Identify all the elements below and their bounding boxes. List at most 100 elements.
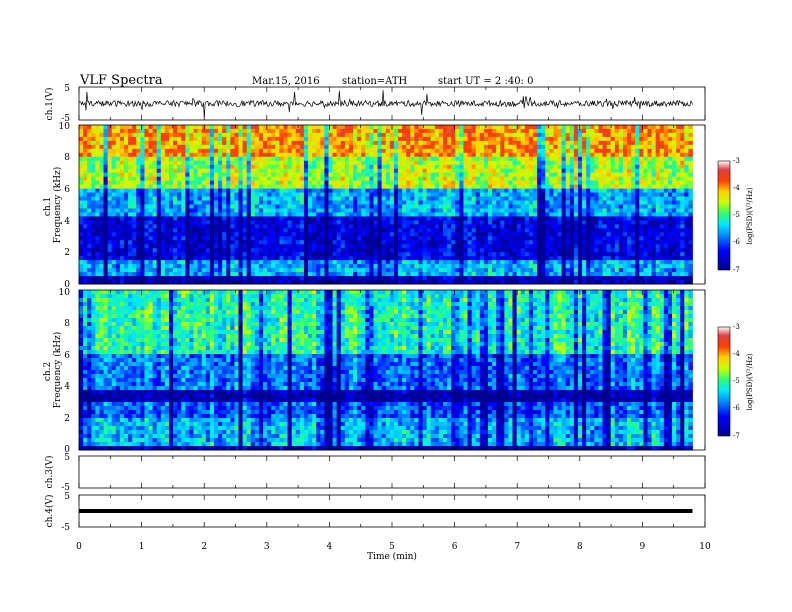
ch1-spectrogram-cell xyxy=(91,125,96,130)
ch1-spectrogram-cell xyxy=(430,228,436,233)
ch1-spectrogram-cell xyxy=(242,244,248,249)
ch1-spectrogram-cell xyxy=(205,192,211,197)
ch1-spectrogram-cell xyxy=(459,196,464,201)
ch1-spectrogram-cell xyxy=(475,228,481,233)
ch1-spectrogram-cell xyxy=(549,140,554,146)
ch1-spectrogram-cell xyxy=(479,172,485,178)
ch1-spectrogram-cell xyxy=(622,208,628,213)
ch1-spectrogram-cell xyxy=(353,128,358,134)
ch1-spectrogram-cell xyxy=(173,128,178,134)
ch1-spectrogram-cell xyxy=(492,180,497,186)
ch1-spectrogram-cell xyxy=(516,184,522,190)
ch1-spectrogram-cell xyxy=(463,125,468,130)
ch1-spectrogram-cell xyxy=(406,208,411,213)
ch1-spectrogram-cell xyxy=(205,128,211,134)
ch1-spectrogram-cell xyxy=(389,164,395,170)
ch1-spectrogram-cell xyxy=(639,160,644,166)
ch1-spectrogram-cell xyxy=(471,180,477,186)
ch1-spectrogram-cell xyxy=(365,240,370,245)
ch1-spectrogram-cell xyxy=(332,168,338,174)
ch1-spectrogram-cell xyxy=(250,160,256,166)
ch1-spectrogram-cell xyxy=(103,212,109,217)
ch1-spectrogram-cell xyxy=(226,216,231,221)
ch1-spectrogram-cell xyxy=(283,156,288,162)
ch1-spectrogram-cell xyxy=(140,216,145,221)
ch1-spectrogram-cell xyxy=(438,204,444,209)
ch1-spectrogram-cell xyxy=(99,232,104,237)
ch1-spectrogram-cell xyxy=(545,204,550,209)
ch1-spectrogram-cell xyxy=(369,160,374,166)
ch1-spectrogram-cell xyxy=(565,152,571,158)
ch1-spectrogram-cell xyxy=(602,212,607,217)
ch1-spectrogram-cell xyxy=(422,244,428,249)
ch1-spectrogram-cell xyxy=(614,224,620,229)
ch1-spectrogram-cell xyxy=(79,216,84,221)
ch1-spectrogram-cell xyxy=(496,184,501,190)
ch1-spectrogram-cell xyxy=(156,132,162,138)
ch1-spectrogram-cell xyxy=(132,172,137,178)
ch1-spectrogram-cell xyxy=(492,132,497,138)
ch1-spectrogram-cell xyxy=(144,248,149,253)
ch1-spectrogram-cell xyxy=(622,212,628,217)
ch1-spectrogram-cell xyxy=(557,252,562,257)
ch1-spectrogram-cell xyxy=(271,184,276,190)
ch1-spectrogram-cell xyxy=(496,152,501,158)
ch1-spectrogram-cell xyxy=(230,208,235,213)
ch1-spectrogram-cell xyxy=(389,168,395,174)
ch1-spectrogram-cell xyxy=(373,220,378,225)
ch1-spectrogram-cell xyxy=(123,132,129,138)
ch1-spectrogram-cell xyxy=(627,156,632,162)
ch1-spectrogram-cell xyxy=(173,240,178,245)
ch1-spectrogram-cell xyxy=(389,208,395,213)
ch1-spectrogram-cell xyxy=(197,144,203,150)
ch1-spectrogram-cell xyxy=(557,128,562,134)
ch1-spectrogram-cell xyxy=(291,228,297,233)
ch1-spectrogram-cell xyxy=(381,252,387,257)
ch1-spectrogram-cell xyxy=(459,172,464,178)
ch1-spectrogram-cell xyxy=(205,236,211,241)
ch1-spectrogram-cell xyxy=(132,220,137,225)
ch1-spectrogram-cell xyxy=(181,208,186,213)
ch1-spectrogram-cell xyxy=(622,136,628,142)
ch1-spectrogram-cell xyxy=(168,172,174,178)
ch1-spectrogram-cell xyxy=(545,220,550,225)
ch1-spectrogram-cell xyxy=(152,152,158,158)
ch1-spectrogram-cell xyxy=(479,232,485,237)
ch1-spectrogram-cell xyxy=(275,144,280,150)
ch1-spectrogram-cell xyxy=(295,196,301,201)
ch1-spectrogram-cell xyxy=(487,220,493,225)
ch1-spectrogram-cell xyxy=(598,172,603,178)
ch1-spectrogram-cell xyxy=(639,156,644,162)
ch1-spectrogram-cell xyxy=(524,152,530,158)
ch1-spectrogram-cell xyxy=(557,180,562,186)
ch1-spectrogram-cell xyxy=(557,152,562,158)
ch1-spectrogram-cell xyxy=(410,128,415,134)
ch1-spectrogram-cell xyxy=(357,192,362,197)
ch1-spectrogram-cell xyxy=(136,164,141,170)
ch1-spectrogram-cell xyxy=(336,220,342,225)
ch1-spectrogram-cell xyxy=(353,224,358,229)
ch1-spectrogram-cell xyxy=(635,148,640,154)
ch1-spectrogram-cell xyxy=(230,172,235,178)
ch1-spectrogram-cell xyxy=(618,248,624,253)
ch1-spectrogram-cell xyxy=(377,200,383,205)
ch1-spectrogram-cell xyxy=(267,128,272,134)
ch1-spectrogram-cell xyxy=(177,172,182,178)
ch1-spectrogram-cell xyxy=(393,196,399,201)
ch1-spectrogram-cell xyxy=(438,176,444,182)
ch1-spectrogram-cell xyxy=(254,192,260,197)
ch1-spectrogram-cell xyxy=(332,196,338,201)
ch1-spectrogram-cell xyxy=(258,252,264,257)
ch1-spectrogram-cell xyxy=(443,132,448,138)
ch1-spectrogram-cell xyxy=(316,196,321,201)
ch1-spectrogram-cell xyxy=(230,236,235,241)
ch1-spectrogram-cell xyxy=(336,248,342,253)
ch1-spectrogram-cell xyxy=(312,244,317,249)
ch1-spectrogram-cell xyxy=(87,248,92,253)
ch1-spectrogram-cell xyxy=(136,152,141,158)
ch1-spectrogram-cell xyxy=(95,168,100,174)
ch1-spectrogram-cell xyxy=(242,172,248,178)
ch1-spectrogram-cell xyxy=(500,212,505,217)
ch1-spectrogram-cell xyxy=(487,140,493,146)
ch1-spectrogram-cell xyxy=(197,128,203,134)
